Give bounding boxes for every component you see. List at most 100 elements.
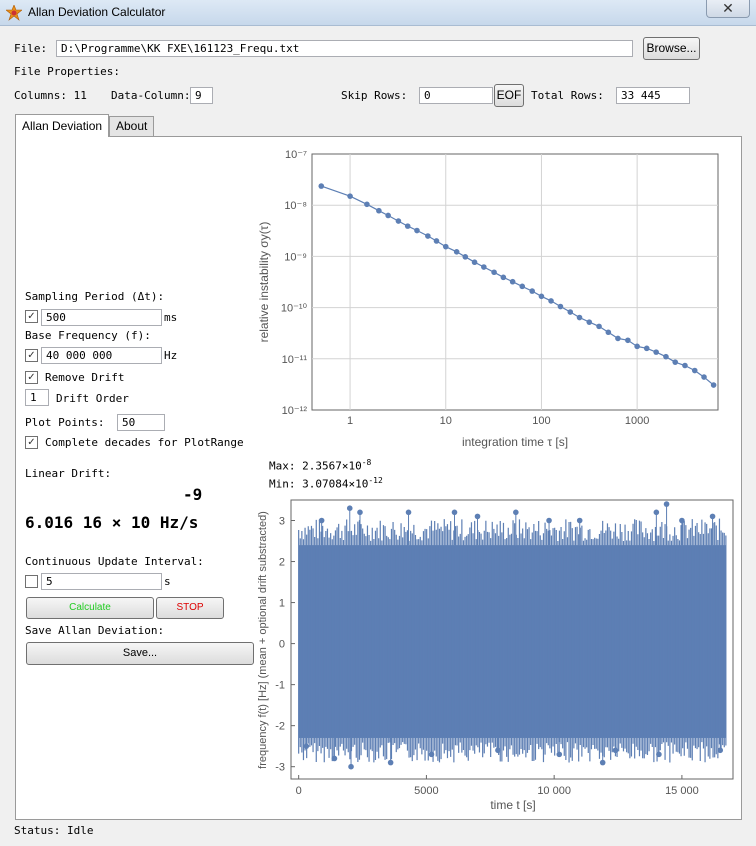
- allan-data-point: [576, 314, 583, 321]
- outlier-point: [357, 509, 363, 516]
- sampling-period-field[interactable]: 500: [41, 309, 162, 326]
- file-properties-heading: File Properties:: [14, 65, 120, 78]
- status-bar: Status: Idle: [0, 820, 756, 846]
- allan-data-point: [615, 335, 621, 342]
- allan-data-point: [500, 274, 507, 281]
- base-frequency-field[interactable]: 40 000 000: [41, 347, 162, 364]
- max-label: Max: 2.3567×10-8: [269, 458, 372, 473]
- allan-data-point: [385, 212, 391, 219]
- continuous-update-unit: s: [164, 575, 171, 588]
- continuous-update-checkbox[interactable]: [25, 575, 38, 588]
- outlier-point: [513, 509, 519, 516]
- outlier-point: [346, 505, 353, 512]
- y-tick-label: -2: [275, 721, 285, 733]
- base-frequency-label: Base Frequency (f):: [25, 329, 151, 342]
- plot-points-label: Plot Points:: [25, 416, 105, 429]
- allan-data-point: [634, 343, 640, 350]
- tab-allan-deviation[interactable]: Allan Deviation: [15, 114, 110, 137]
- allan-data-point: [567, 309, 574, 315]
- outlier-point: [318, 517, 325, 524]
- close-button[interactable]: ✕: [706, 0, 750, 18]
- outlier-point: [405, 509, 412, 516]
- min-label: Min: 3.07084×10-12: [269, 476, 383, 491]
- complete-decades-checkbox[interactable]: ✓: [25, 436, 38, 449]
- allan-data-point: [691, 367, 698, 374]
- allan-data-point: [586, 319, 593, 325]
- outlier-point: [451, 509, 458, 516]
- y-tick-label: 10⁻¹¹: [282, 354, 308, 366]
- check-icon: ✓: [27, 350, 36, 361]
- x-tick-label: 10 000: [537, 785, 571, 797]
- calculate-button[interactable]: Calculate: [26, 597, 154, 619]
- eof-button[interactable]: EOF: [494, 84, 524, 107]
- data-column-label: Data-Column:: [111, 89, 191, 102]
- browse-button[interactable]: Browse...: [643, 37, 700, 60]
- linear-drift-exponent: -9: [183, 485, 203, 504]
- allan-data-point: [481, 264, 487, 270]
- title-bar: Allan Deviation Calculator ✕: [0, 0, 756, 26]
- allan-data-point: [318, 183, 325, 189]
- allan-data-point: [414, 227, 420, 234]
- outlier-point: [656, 751, 662, 758]
- tab-about[interactable]: About: [109, 116, 155, 136]
- x-tick-label: 5000: [414, 785, 438, 797]
- continuous-update-field[interactable]: 5: [41, 573, 162, 590]
- x-axis-label: time t [s]: [490, 798, 535, 812]
- allan-data-point: [596, 323, 602, 330]
- allan-data-point: [364, 201, 370, 208]
- file-path-field[interactable]: D:\Programme\KK FXE\161123_Frequ.txt: [56, 40, 633, 57]
- y-tick-label: 1: [279, 598, 285, 610]
- y-tick-label: 2: [279, 557, 285, 569]
- x-tick-label: 15 000: [665, 785, 699, 797]
- frequency-data-band: [298, 545, 726, 738]
- outlier-point: [495, 747, 501, 754]
- sampling-period-checkbox[interactable]: ✓: [25, 310, 38, 323]
- data-column-field[interactable]: 9: [190, 87, 213, 104]
- allan-data-point: [433, 238, 440, 244]
- continuous-update-label: Continuous Update Interval:: [25, 555, 204, 568]
- total-rows-field: 33 445: [616, 87, 690, 104]
- save-button[interactable]: Save...: [26, 642, 254, 665]
- allan-data-point: [643, 345, 650, 352]
- allan-data-point: [529, 288, 535, 294]
- allan-data-point: [425, 233, 431, 239]
- plot-points-field[interactable]: 50: [117, 414, 165, 431]
- allan-data-point: [605, 329, 612, 336]
- outlier-point: [599, 759, 606, 766]
- base-frequency-unit: Hz: [164, 349, 178, 362]
- file-label: File:: [14, 42, 48, 55]
- remove-drift-checkbox[interactable]: ✓: [25, 371, 38, 384]
- outlier-point: [387, 759, 394, 766]
- base-frequency-checkbox[interactable]: ✓: [25, 349, 38, 362]
- close-icon: ✕: [722, 0, 734, 16]
- status-text: Status: Idle: [14, 824, 94, 837]
- outlier-point: [709, 513, 716, 520]
- x-tick-label: 100: [532, 415, 550, 427]
- stop-button[interactable]: STOP: [156, 597, 224, 619]
- outlier-point: [612, 747, 619, 754]
- outlier-point: [679, 517, 685, 524]
- allan-data-point: [491, 269, 497, 276]
- total-rows-label: Total Rows:: [531, 89, 604, 102]
- allan-data-point: [625, 337, 631, 344]
- allan-data-point: [548, 298, 554, 304]
- x-tick-label: 10: [440, 415, 452, 427]
- y-tick-label: 0: [279, 639, 285, 651]
- allan-data-point: [471, 259, 478, 266]
- outlier-point: [303, 743, 310, 749]
- check-icon: ✓: [27, 311, 36, 322]
- outlier-point: [717, 747, 724, 754]
- allan-data-point: [519, 283, 526, 290]
- check-icon: ✓: [27, 437, 36, 448]
- skip-rows-label: Skip Rows:: [341, 89, 408, 102]
- drift-order-field[interactable]: 1: [25, 389, 49, 406]
- allan-data-point: [404, 223, 411, 229]
- outlier-point: [428, 751, 435, 758]
- linear-drift-label: Linear Drift:: [25, 467, 112, 480]
- allan-data-point: [653, 349, 659, 355]
- skip-rows-field[interactable]: 0: [419, 87, 493, 104]
- sampling-period-label: Sampling Period (Δt):: [25, 290, 165, 303]
- x-axis-label: integration time τ [s]: [462, 435, 568, 449]
- outlier-point: [331, 755, 338, 762]
- allan-data-point: [395, 218, 402, 224]
